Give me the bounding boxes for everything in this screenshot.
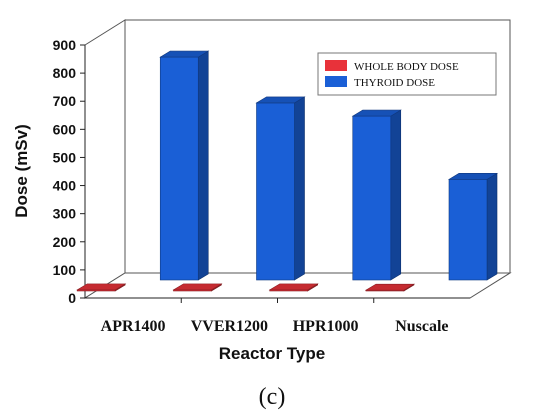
left-wall [84, 19, 126, 299]
x-tick-label: Nuscale [395, 318, 448, 335]
y-tick-label: 500 [53, 149, 77, 165]
x-axis-title: Reactor Type [219, 344, 325, 363]
y-tick-label: 400 [53, 178, 77, 194]
y-tick-label: 100 [53, 262, 77, 278]
x-axis: APR1400 VVER1200 HPR1000 Nuscale [85, 297, 470, 335]
y-tick-label: 800 [53, 65, 77, 81]
figure-caption: (c) [259, 384, 286, 410]
bar-whole-body-apr1400 [76, 283, 127, 292]
x-tick-label: VVER1200 [191, 318, 268, 335]
bar-thyroid-apr1400 [159, 50, 210, 281]
x-tick-label: HPR1000 [293, 318, 359, 335]
y-tick-label: 300 [53, 206, 77, 222]
y-tick-label: 0 [68, 290, 76, 306]
x-tick-label: APR1400 [101, 318, 166, 335]
legend-label: THYROID DOSE [354, 77, 435, 89]
bar-whole-body-hpr1000 [268, 283, 319, 292]
legend: WHOLE BODY DOSE THYROID DOSE [317, 52, 497, 96]
legend-label: WHOLE BODY DOSE [354, 61, 459, 73]
bar-whole-body-vver1200 [172, 283, 223, 292]
bar-thyroid-nuscale [447, 172, 499, 281]
bar-thyroid-vver1200 [255, 96, 306, 281]
y-tick-label: 900 [53, 37, 77, 53]
legend-swatch [325, 60, 347, 71]
y-axis-title: Dose (mSv) [12, 124, 31, 218]
legend-box [317, 52, 497, 96]
bar-whole-body-nuscale [364, 283, 416, 292]
y-tick-label: 200 [53, 234, 77, 250]
y-axis: 0 100 200 300 400 500 600 700 800 900 [53, 37, 86, 306]
bar-thyroid-hpr1000 [351, 109, 402, 281]
y-tick-label: 700 [53, 93, 77, 109]
legend-swatch [325, 76, 347, 87]
y-tick-label: 600 [53, 121, 77, 137]
bars [76, 50, 499, 292]
